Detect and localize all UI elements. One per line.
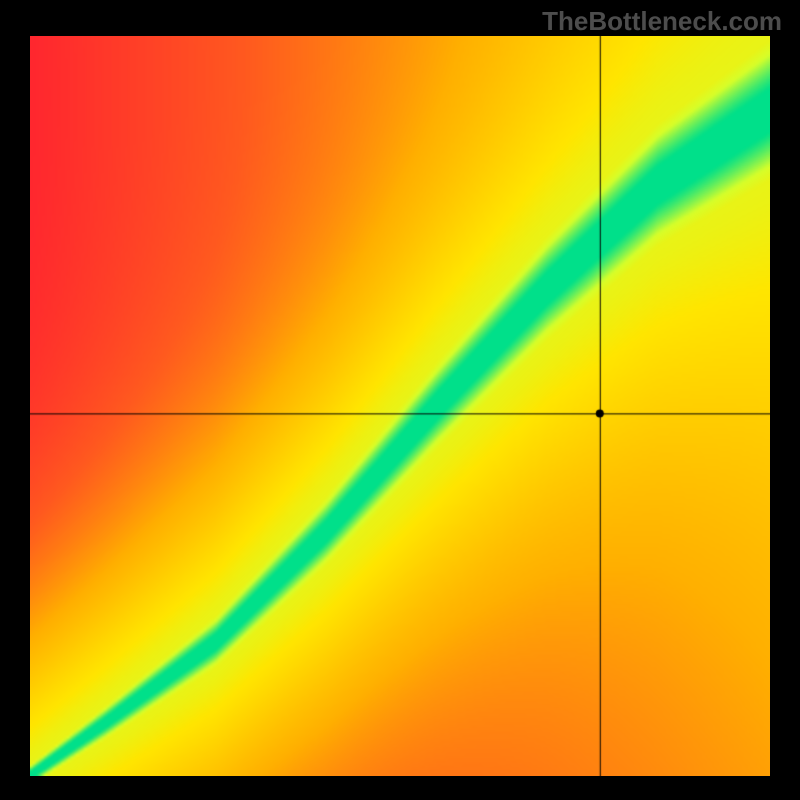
watermark-text: TheBottleneck.com — [542, 6, 782, 37]
bottleneck-heatmap — [30, 36, 770, 776]
